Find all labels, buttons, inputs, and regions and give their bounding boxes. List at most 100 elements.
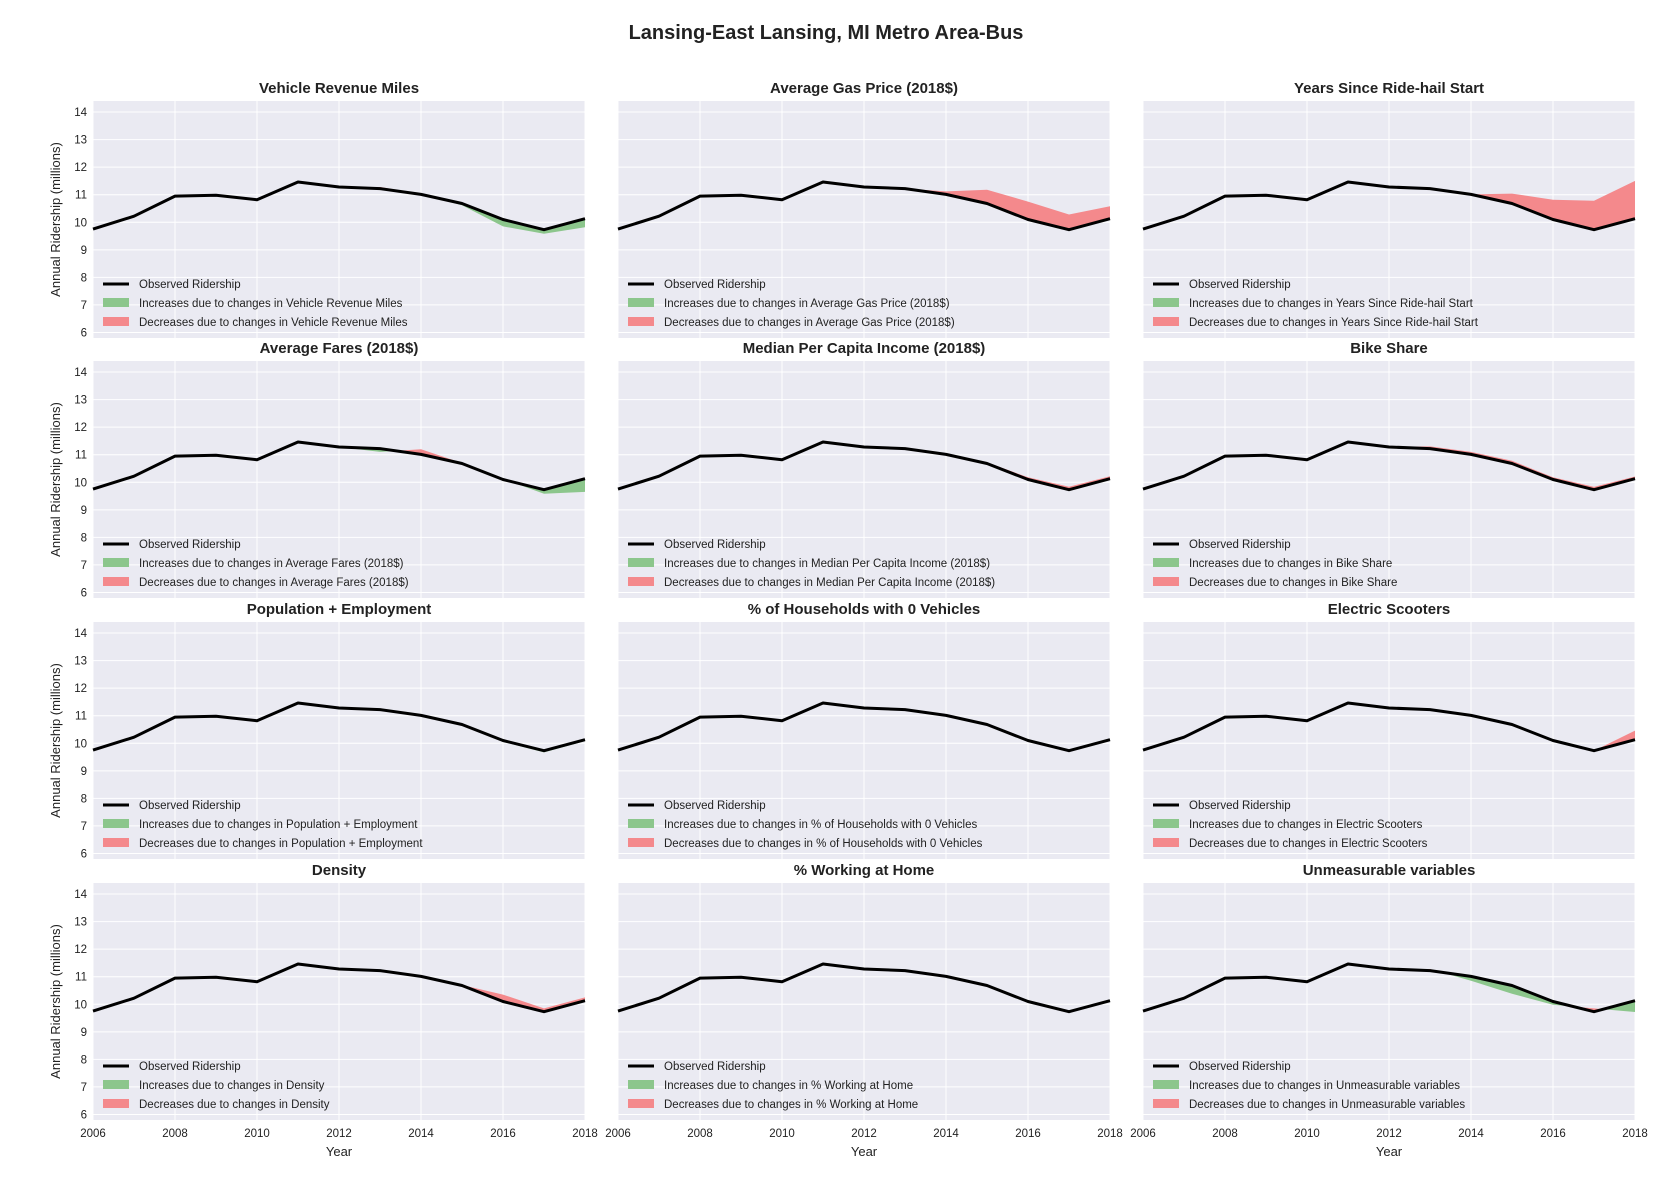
legend: Observed Ridership Increases due to chang… <box>628 539 995 589</box>
y-tick-label: 11 <box>75 972 87 984</box>
legend-decrease-swatch <box>628 1099 654 1108</box>
panel-title: Population + Employment <box>247 601 432 618</box>
legend: Observed Ridership Increases due to chang… <box>628 1061 918 1111</box>
legend-increase-label: Increases due to changes in % Working at… <box>664 1080 913 1092</box>
legend-decrease-swatch <box>628 317 654 326</box>
x-tick-label: 2008 <box>1212 1128 1238 1140</box>
y-axis-label: Annual Ridership (millions) <box>48 924 63 1079</box>
legend: Observed Ridership Increases due to chang… <box>1153 1061 1465 1111</box>
y-tick-label: 13 <box>74 917 87 929</box>
panel-title: Years Since Ride-hail Start <box>1294 80 1484 97</box>
x-tick-label: 2014 <box>933 1128 959 1140</box>
y-tick-label: 12 <box>74 683 87 695</box>
observed-line <box>92 440 586 492</box>
y-tick-label: 12 <box>74 422 87 434</box>
y-tick-label: 14 <box>74 628 87 640</box>
decrease-area <box>1028 201 1069 230</box>
y-tick-label: 8 <box>81 793 87 805</box>
x-tick-label: 2014 <box>1458 1128 1484 1140</box>
x-tick-label: 2014 <box>408 1128 434 1140</box>
observed-line <box>617 701 1111 753</box>
panel: Average Fares (2018$) 6 7 8 9 10 11 12 13 14 Annua… <box>48 340 586 599</box>
legend-observed-label: Observed Ridership <box>664 800 766 812</box>
legend-increase-swatch <box>628 819 654 828</box>
panels: Vehicle Revenue Miles 6 7 8 9 10 11 12 13 14 Annua… <box>48 80 1648 1159</box>
panel: Average Gas Price (2018$) Observed Riders… <box>617 80 1111 338</box>
legend-increase-label: Increases due to changes in Vehicle Reve… <box>139 298 403 310</box>
legend-increase-label: Increases due to changes in Unmeasurable… <box>1189 1080 1460 1092</box>
panel-title: Average Fares (2018$) <box>260 340 419 357</box>
panel-title: Bike Share <box>1350 340 1428 357</box>
x-tick-label: 2012 <box>326 1128 352 1140</box>
y-tick-label: 14 <box>74 107 87 119</box>
y-tick-label: 6 <box>81 327 87 339</box>
y-tick-label: 13 <box>74 135 87 147</box>
legend-decrease-label: Decreases due to changes in Density <box>139 1099 330 1111</box>
legend-increase-swatch <box>103 1080 129 1089</box>
legend-decrease-label: Decreases due to changes in Unmeasurable… <box>1189 1099 1465 1111</box>
x-tick-label: 2016 <box>1015 1128 1041 1140</box>
legend-observed-label: Observed Ridership <box>1189 800 1291 812</box>
panel: Unmeasurable variables 2006 2008 2010 2012 20… <box>1130 862 1648 1159</box>
y-tick-label: 11 <box>75 190 87 202</box>
x-axis-label: Year <box>1376 1144 1403 1159</box>
legend-observed-label: Observed Ridership <box>139 1061 241 1073</box>
x-tick-label: 2008 <box>162 1128 188 1140</box>
decrease-area <box>1594 730 1635 751</box>
increase-area <box>507 480 544 494</box>
y-tick-label: 13 <box>74 656 87 668</box>
legend-increase-label: Increases due to changes in Electric Sco… <box>1189 819 1423 831</box>
y-tick-label: 12 <box>74 944 87 956</box>
x-tick-label: 2006 <box>1130 1128 1156 1140</box>
legend-increase-label: Increases due to changes in Density <box>139 1080 325 1092</box>
legend: Observed Ridership Increases due to chang… <box>1153 279 1479 329</box>
panel: Median Per Capita Income (2018$) Observed… <box>617 340 1111 598</box>
legend-increase-swatch <box>103 819 129 828</box>
legend: Observed Ridership Increases due to chang… <box>103 539 409 589</box>
legend-observed-label: Observed Ridership <box>664 539 766 551</box>
x-tick-label: 2006 <box>605 1128 631 1140</box>
panel: % of Households with 0 Vehicles Observed … <box>617 601 1111 859</box>
y-tick-label: 11 <box>75 450 87 462</box>
legend-increase-label: Increases due to changes in % of Househo… <box>664 819 977 831</box>
legend-decrease-label: Decreases due to changes in Average Fare… <box>139 577 409 589</box>
legend-observed-label: Observed Ridership <box>1189 279 1291 291</box>
legend-increase-swatch <box>1153 819 1179 828</box>
observed-line <box>92 962 586 1014</box>
legend-decrease-label: Decreases due to changes in Years Since … <box>1189 317 1479 329</box>
x-tick-label: 2012 <box>1376 1128 1402 1140</box>
observed-line <box>617 180 1111 232</box>
panel-title: Electric Scooters <box>1328 601 1451 618</box>
y-tick-label: 10 <box>74 477 87 489</box>
y-tick-label: 9 <box>81 1027 87 1039</box>
legend-increase-swatch <box>628 1080 654 1089</box>
legend: Observed Ridership Increases due to chang… <box>1153 539 1397 589</box>
legend: Observed Ridership Increases due to chang… <box>628 279 955 329</box>
y-tick-label: 9 <box>81 505 87 517</box>
observed-line <box>617 440 1111 492</box>
y-tick-label: 13 <box>74 395 87 407</box>
legend-decrease-label: Decreases due to changes in Vehicle Reve… <box>139 317 408 329</box>
x-tick-label: 2016 <box>1540 1128 1566 1140</box>
x-tick-label: 2018 <box>572 1128 598 1140</box>
x-axis-label: Year <box>851 1144 878 1159</box>
legend-decrease-label: Decreases due to changes in Average Gas … <box>664 317 955 329</box>
y-tick-label: 10 <box>74 217 87 229</box>
legend-decrease-label: Decreases due to changes in % Working at… <box>664 1099 918 1111</box>
legend-decrease-swatch <box>103 317 129 326</box>
legend-decrease-swatch <box>103 1099 129 1108</box>
legend-decrease-swatch <box>628 577 654 586</box>
y-tick-label: 6 <box>81 848 87 860</box>
y-axis-label: Annual Ridership (millions) <box>48 663 63 818</box>
legend-increase-swatch <box>103 558 129 567</box>
y-tick-label: 14 <box>74 367 87 379</box>
legend-observed-label: Observed Ridership <box>139 279 241 291</box>
y-axis-label: Annual Ridership (millions) <box>48 142 63 297</box>
y-tick-label: 7 <box>81 560 87 572</box>
legend-increase-label: Increases due to changes in Bike Share <box>1189 558 1392 570</box>
panel-title: Median Per Capita Income (2018$) <box>743 340 986 357</box>
panel: % Working at Home 2006 2008 2010 2012 2014 201… <box>605 862 1123 1159</box>
legend-decrease-label: Decreases due to changes in Population +… <box>139 838 423 850</box>
legend: Observed Ridership Increases due to chang… <box>628 800 983 850</box>
